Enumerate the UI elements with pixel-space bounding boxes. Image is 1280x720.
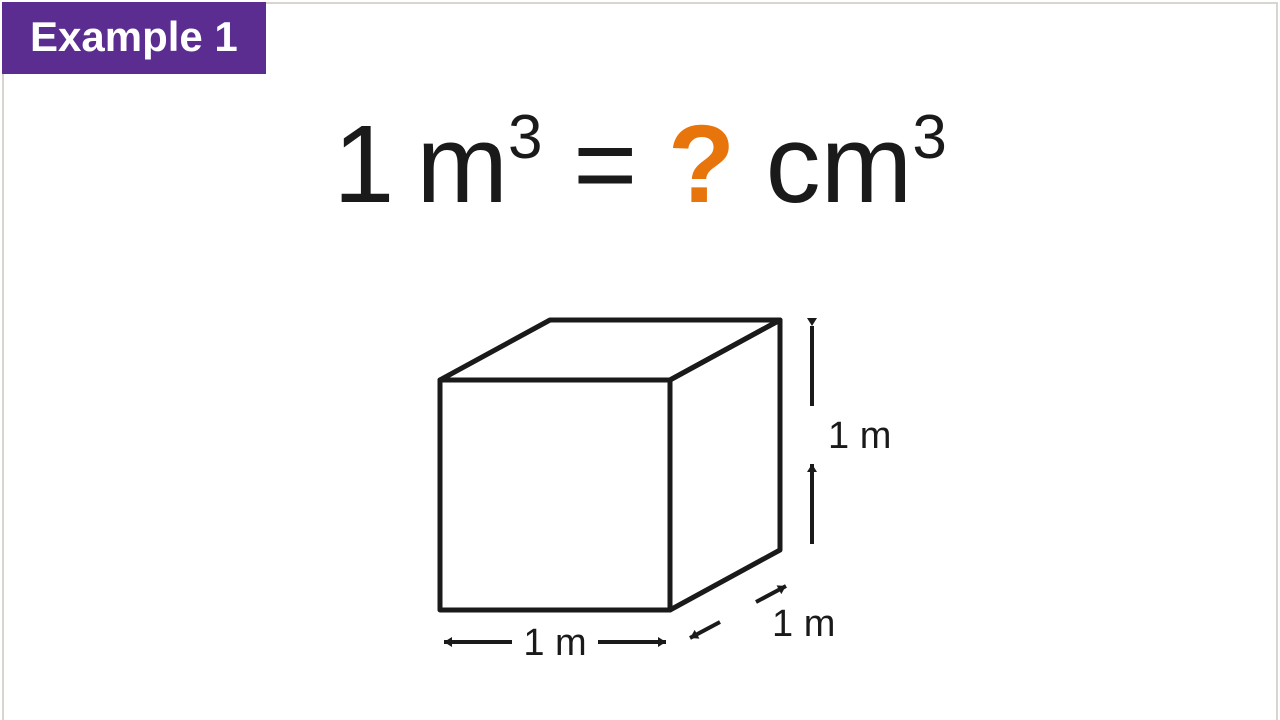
cube-shape bbox=[440, 320, 780, 610]
cube-diagram: 1 m 1 m 1 m bbox=[380, 300, 900, 700]
equation-lhs-value: 1 bbox=[333, 103, 394, 226]
example-badge: Example 1 bbox=[2, 2, 266, 74]
equation-rhs-unit: cm bbox=[766, 103, 913, 226]
dim-height-label: 1 m bbox=[828, 415, 891, 457]
example-badge-label: Example 1 bbox=[30, 13, 238, 60]
equation-lhs-unit: m bbox=[416, 103, 508, 226]
equation-rhs-exp: 3 bbox=[912, 103, 946, 172]
equation-rhs-value: ? bbox=[668, 103, 735, 226]
dim-width-label: 1 m bbox=[523, 622, 586, 664]
equation: 1 m3 = ? cm3 bbox=[0, 110, 1280, 220]
equation-equals: = bbox=[573, 103, 637, 226]
equation-lhs-exp: 3 bbox=[508, 103, 542, 172]
dim-depth-label: 1 m bbox=[772, 603, 835, 645]
